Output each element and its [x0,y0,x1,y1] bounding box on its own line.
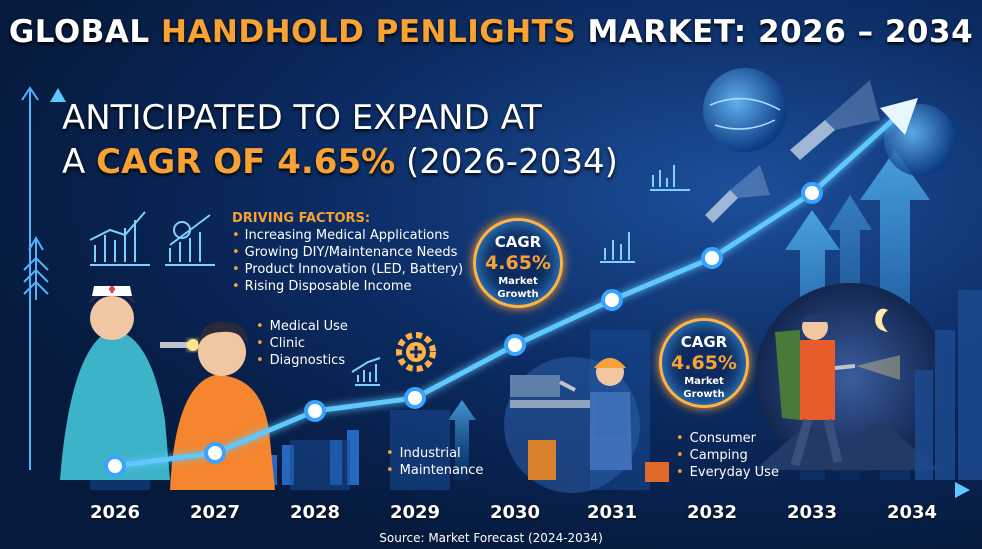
timeline-node [701,247,723,269]
badge-caption: Market [498,276,538,287]
timeline-node [504,334,526,356]
cagr-badge: CAGR 4.65% Market Growth [473,218,563,308]
segment-item: Industrial [386,445,483,462]
driving-factors-heading: DRIVING FACTORS: [232,211,371,226]
industrial-scene [504,357,669,493]
segment-item: Camping [676,447,779,464]
timeline-axis [50,88,970,498]
driving-factor-item: Increasing Medical Applications [232,227,463,244]
year-label: 2030 [489,502,541,523]
timeline-node [801,182,823,204]
title-part1: GLOBAL [8,14,161,50]
badge-label: CAGR [494,233,542,251]
medical-scene [60,286,275,490]
segment-item: Maintenance [386,462,484,479]
segment-item: Diagnostics [256,352,348,369]
title-highlight: HANDHOLD PENLIGHTS [160,14,577,50]
year-label: 2028 [289,502,341,523]
title-part2: MARKET: 2026 – 2034 [576,14,974,50]
medical-segment-list: Medical Use Clinic Diagnostics [256,318,348,369]
source-note: Source: Market Forecast (2024-2034) [379,531,603,545]
headline-cagr: CAGR OF 4.65% [96,142,396,182]
badge-caption: Market [684,376,724,387]
headline-suffix: (2026-2034) [395,142,618,182]
page-title: GLOBAL HANDHOLD PENLIGHTS MARKET: 2026 –… [0,14,982,50]
industrial-segment-list: Industrial Maintenance [386,445,484,479]
timeline-node [304,400,326,422]
gear-icon [396,332,436,372]
badge-caption: Growth [683,389,725,400]
camping-scene [755,283,945,473]
year-label: 2032 [686,502,738,523]
driving-factor-item: Product Innovation (LED, Battery) [232,261,463,278]
left-arrows-decoration [21,86,49,470]
timeline-node [601,289,623,311]
growth-line [104,98,918,477]
headline-line1: ANTICIPATED TO EXPAND AT [62,98,542,138]
year-label: 2034 [886,502,938,523]
timeline-node [204,442,226,464]
year-label: 2027 [189,502,241,523]
headline-prefix: A [62,142,97,182]
driving-factor-item: Rising Disposable Income [232,278,463,295]
badge-caption: Growth [497,289,539,300]
year-label: 2031 [586,502,638,523]
cagr-badge: CAGR 4.65% Market Growth [659,318,749,408]
headline-line2: A CAGR OF 4.65% (2026-2034) [62,140,618,184]
driving-factor-item: Growing DIY/Maintenance Needs [232,244,463,261]
segment-item: Everyday Use [676,464,779,481]
badge-value: 4.65% [485,252,551,274]
gear-chart-icon [165,214,215,266]
year-label: 2033 [786,502,838,523]
headline: ANTICIPATED TO EXPAND AT A CAGR OF 4.65%… [62,96,618,184]
driving-factors: DRIVING FACTORS: Increasing Medical Appl… [232,210,463,295]
city-skyline [915,290,982,480]
badge-value: 4.65% [671,352,737,374]
bar-chart-icon [89,165,690,386]
segment-item: Clinic [256,335,348,352]
year-label: 2026 [89,502,141,523]
timeline-node [404,387,426,409]
badge-label: CAGR [680,333,728,351]
year-label: 2029 [389,502,441,523]
growth-arrow-head [880,98,918,135]
timeline-node [104,455,126,477]
flashlight-icon [705,80,880,223]
segment-item: Consumer [676,430,779,447]
segment-item: Medical Use [256,318,348,335]
consumer-segment-list: Consumer Camping Everyday Use [676,430,779,481]
